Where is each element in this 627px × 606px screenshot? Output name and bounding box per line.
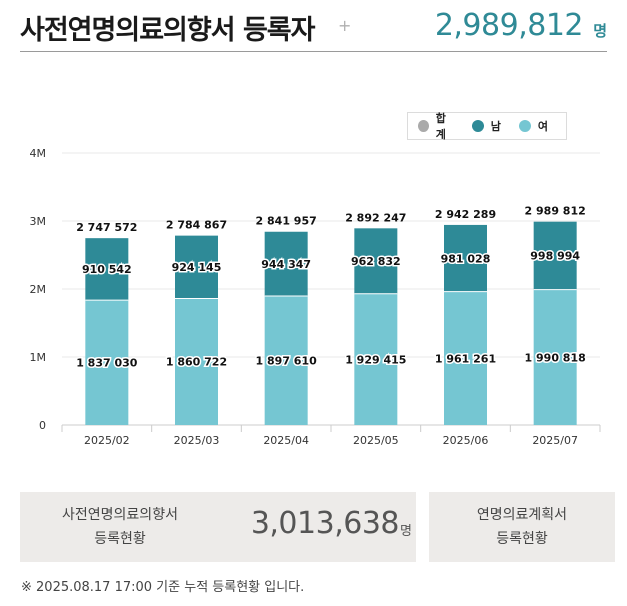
registered-card-label-line1: 사전연명의료의향서	[62, 507, 178, 523]
bar-female	[444, 291, 487, 425]
page-title: 사전연명의료의향서 등록자	[20, 15, 315, 46]
y-tick-label: 2M	[30, 283, 47, 296]
bar-female	[533, 289, 577, 425]
legend-dot-male	[471, 120, 484, 132]
total-unit: 명	[593, 22, 607, 40]
legend-dot-female	[518, 120, 531, 132]
total-count: 2,989,812	[434, 8, 584, 43]
x-tick-label: 2025/02	[84, 434, 130, 447]
stacked-bar-chart: 0 1M 2M 3M 4M 1 837 030 910 542 2 747 572 1 860…	[30, 147, 601, 447]
chart-grid	[62, 152, 600, 426]
y-axis: 0 1M 2M 3M 4M	[30, 147, 47, 432]
y-tick-label: 3M	[30, 215, 47, 228]
y-tick-label: 1M	[30, 351, 47, 364]
legend-label-female: 여	[537, 120, 548, 133]
chart-legend: 합계 남 여	[407, 110, 567, 142]
data-label-female: 1 961 261	[435, 352, 496, 365]
legend-item-male[interactable]: 남	[471, 118, 501, 134]
registered-status-card[interactable]: 사전연명의료의향서 등록현황 3,013,638 명	[20, 492, 416, 562]
data-label-male: 981 028	[441, 252, 491, 265]
data-label-total: 2 841 957	[256, 215, 317, 228]
bar-female	[175, 298, 218, 425]
bar-male	[533, 221, 577, 290]
data-label-male: 944 347	[261, 258, 311, 271]
registered-card-label: 사전연명의료의향서 등록현황	[50, 503, 190, 551]
y-tick-label: 4M	[30, 147, 47, 160]
data-label-total: 2 989 812	[525, 205, 586, 218]
data-label-male: 910 542	[82, 263, 132, 276]
bar-female	[354, 293, 398, 425]
data-label-female: 1 990 818	[525, 351, 586, 364]
data-label-male: 962 832	[351, 255, 401, 268]
plus-icon[interactable]: +	[338, 16, 352, 35]
y-tick-label: 0	[39, 419, 46, 432]
legend-item-female[interactable]: 여	[518, 118, 548, 134]
legend-label-male: 남	[490, 120, 501, 133]
data-label-male: 998 994	[530, 250, 580, 263]
data-label-total: 2 942 289	[435, 208, 496, 221]
data-label-female: 1 837 030	[76, 357, 138, 370]
plan-card-label-line1: 연명의료계획서	[476, 507, 568, 523]
bar-male	[85, 238, 129, 301]
x-tick-label: 2025/04	[263, 434, 309, 447]
footnote: ※ 2025.08.17 17:00 기준 누적 등록현황 입니다.	[21, 580, 305, 595]
registered-card-label-line2: 등록현황	[94, 531, 146, 547]
x-tick-label: 2025/03	[174, 434, 220, 447]
legend-dot-total	[418, 120, 429, 132]
bar-female	[264, 295, 308, 425]
bar-male	[444, 224, 487, 292]
page-header: 사전연명의료의향서 등록자 + 2,989,812 명	[20, 0, 607, 52]
data-label-female: 1 860 722	[166, 356, 227, 369]
registered-card-value: 3,013,638	[250, 506, 400, 541]
legend-item-total[interactable]: 합계	[418, 110, 454, 142]
data-label-total: 2 747 572	[76, 221, 137, 234]
bar-female	[85, 300, 129, 425]
x-tick-label: 2025/06	[443, 434, 489, 447]
plan-card-label-line2: 등록현황	[496, 531, 548, 547]
plan-status-card[interactable]: 연명의료계획서 등록현황	[429, 492, 615, 562]
x-axis: 2025/02 2025/03 2025/04 2025/05 2025/06 2025/…	[61, 425, 601, 447]
legend-label-total: 합계	[435, 112, 446, 141]
bar-male	[354, 228, 398, 294]
data-label-total: 2 784 867	[166, 219, 227, 232]
data-label-male: 924 145	[172, 261, 222, 274]
bar-male	[175, 235, 218, 299]
x-tick-label: 2025/07	[532, 434, 578, 447]
registered-card-unit: 명	[400, 524, 412, 539]
data-label-female: 1 929 415	[345, 353, 406, 366]
bar-male	[264, 231, 308, 296]
data-label-total: 2 892 247	[345, 211, 406, 224]
x-tick-label: 2025/05	[353, 434, 399, 447]
chart-bars: 1 837 030 910 542 2 747 572 1 860 722 924 14…	[75, 205, 587, 425]
plan-card-label: 연명의료계획서 등록현황	[429, 503, 615, 551]
data-label-female: 1 897 610	[256, 354, 318, 367]
